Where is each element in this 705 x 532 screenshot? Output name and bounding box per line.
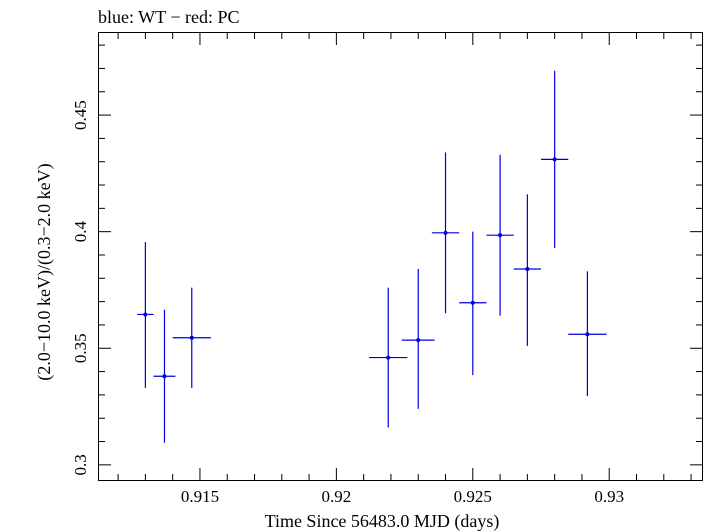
point-marker <box>525 266 530 271</box>
x-axis-label: Time Since 56483.0 MJD (days) <box>265 511 500 532</box>
data-point <box>369 287 408 428</box>
y-axis-label: (2.0−10.0 keV)/(0.3−2.0 keV) <box>34 163 55 380</box>
data-point <box>459 231 487 376</box>
x-tick-label: 0.92 <box>322 487 352 506</box>
data-point <box>541 70 569 248</box>
tick-labels: 0.915 0.92 0.925 0.93 0.3 0.35 0.4 0.45 <box>71 100 624 506</box>
data-point <box>137 242 154 388</box>
axis-ticks <box>99 33 702 480</box>
data-point <box>172 287 211 388</box>
point-marker <box>162 374 167 379</box>
point-marker <box>470 300 475 305</box>
data-point <box>431 152 460 314</box>
point-marker <box>416 338 421 343</box>
y-tick-label: 0.35 <box>71 333 90 363</box>
y-tick-label: 0.45 <box>71 100 90 130</box>
point-marker <box>585 332 590 337</box>
y-tick-label: 0.4 <box>71 221 90 243</box>
data-point <box>401 268 435 409</box>
point-marker <box>443 230 448 235</box>
point-marker <box>386 355 391 360</box>
x-tick-label: 0.915 <box>181 487 219 506</box>
plot-frame <box>98 32 703 481</box>
point-marker <box>552 157 557 162</box>
data-point <box>486 154 514 316</box>
data-point <box>153 309 176 443</box>
data-points <box>137 70 607 443</box>
x-tick-label: 0.925 <box>454 487 492 506</box>
point-marker <box>189 335 194 340</box>
data-point <box>513 194 542 346</box>
data-point <box>568 271 607 397</box>
x-tick-label: 0.93 <box>594 487 624 506</box>
point-marker <box>143 312 148 317</box>
chart-title: blue: WT − red: PC <box>98 7 239 27</box>
y-tick-label: 0.3 <box>71 454 90 475</box>
point-marker <box>498 233 503 238</box>
